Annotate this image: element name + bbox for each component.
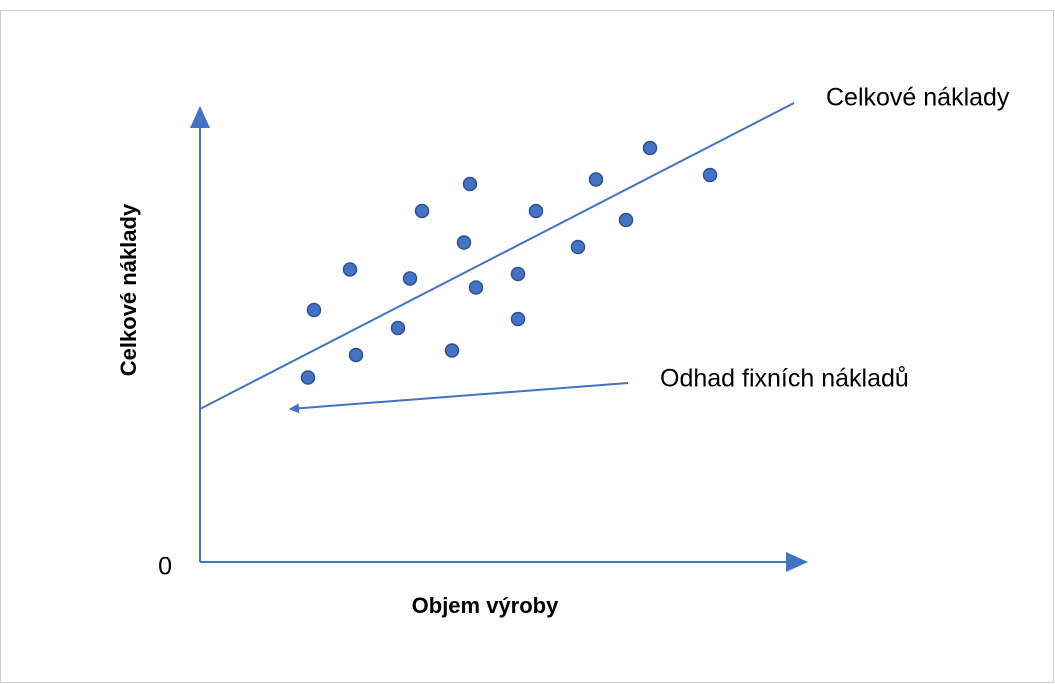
annotation: Odhad fixních nákladů xyxy=(660,365,909,393)
point xyxy=(462,176,478,192)
frame xyxy=(0,10,1054,683)
point xyxy=(618,212,634,228)
trend-line-label: Celkové náklady xyxy=(826,84,1010,112)
y-axis-title: Celkové náklady xyxy=(116,203,141,376)
point xyxy=(702,167,718,183)
trend-line xyxy=(199,102,795,410)
point xyxy=(414,203,430,219)
point xyxy=(444,343,460,358)
point xyxy=(468,280,484,295)
point xyxy=(390,320,406,336)
point xyxy=(528,203,544,219)
y-tick-label: 0 xyxy=(158,553,172,581)
point xyxy=(588,172,604,187)
point xyxy=(342,262,358,277)
point xyxy=(510,266,526,282)
point xyxy=(306,302,322,318)
point xyxy=(570,239,586,255)
y-axis-arrow xyxy=(190,106,210,128)
point xyxy=(510,311,526,327)
annotation-arrow xyxy=(289,382,629,414)
x-axis-title: Objem výroby xyxy=(412,593,559,618)
point xyxy=(456,235,472,250)
point xyxy=(348,347,364,363)
x-axis-arrow xyxy=(786,552,808,572)
point xyxy=(642,140,658,156)
point xyxy=(402,271,418,286)
point xyxy=(300,370,316,385)
